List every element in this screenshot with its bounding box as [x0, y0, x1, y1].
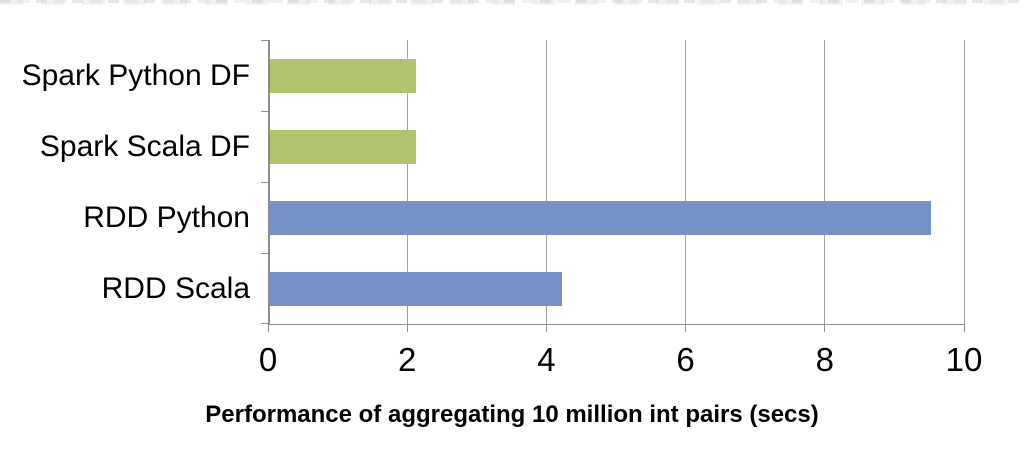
- bar-spark-scala-df: [270, 129, 417, 164]
- bar-spark-python-df: [270, 58, 417, 93]
- x-tick-label-10: 10: [945, 341, 983, 378]
- y-axis-tick-0: [261, 40, 268, 41]
- category-label-rdd-python: RDD Python: [83, 200, 250, 234]
- gridline-x-2: [406, 40, 408, 324]
- bar-rdd-scala: [270, 271, 563, 306]
- x-tick-label-8: 8: [815, 341, 834, 378]
- gridline-x-4: [545, 40, 547, 324]
- y-axis-tick-4: [261, 323, 268, 324]
- x-axis-tick-10: [963, 324, 965, 332]
- gridline-x-6: [685, 40, 687, 324]
- x-axis-tick-2: [406, 324, 408, 332]
- gridline-x-10: [963, 40, 965, 324]
- chart-title: Performance of aggregating 10 million in…: [205, 401, 819, 428]
- y-axis-tick-3: [261, 253, 268, 254]
- x-axis-tick-4: [545, 324, 547, 332]
- bar-rdd-python: [270, 200, 932, 235]
- gridline-x-8: [824, 40, 826, 324]
- category-label-rdd-scala: RDD Scala: [101, 271, 250, 305]
- plot-area: [261, 40, 965, 332]
- y-axis-tick-1: [261, 111, 268, 112]
- x-tick-label-6: 6: [676, 341, 695, 378]
- x-tick-label-0: 0: [258, 341, 278, 378]
- x-axis-tick-0: [268, 324, 269, 332]
- y-axis-tick-2: [261, 182, 268, 183]
- x-axis-line: [268, 324, 964, 325]
- cropped-edge-artifact: [0, 0, 1024, 5]
- category-label-spark-scala-df: Spark Scala DF: [39, 129, 250, 163]
- y-axis-line: [268, 40, 270, 324]
- x-axis-tick-6: [685, 324, 687, 332]
- category-label-spark-python-df: Spark Python DF: [21, 58, 250, 92]
- x-tick-label-2: 2: [398, 341, 417, 378]
- x-tick-label-4: 4: [537, 341, 556, 378]
- x-axis-tick-8: [824, 324, 826, 332]
